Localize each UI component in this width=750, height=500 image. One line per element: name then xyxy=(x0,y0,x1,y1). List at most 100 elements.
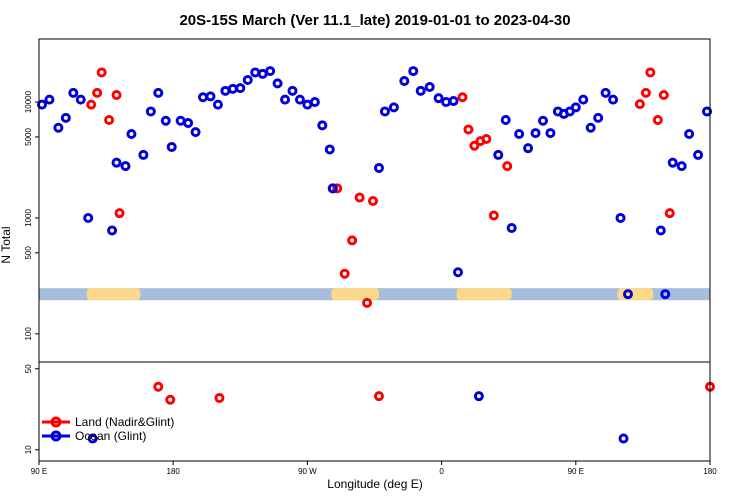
land-band-segment xyxy=(456,288,512,301)
ocean-point xyxy=(107,225,118,236)
ocean-point xyxy=(408,66,419,77)
land-point xyxy=(634,99,645,110)
x-tick-label: 90 W xyxy=(298,467,317,476)
ocean-point xyxy=(190,127,201,138)
ocean-point xyxy=(608,94,619,105)
ocean-point xyxy=(388,102,399,113)
land-point xyxy=(368,196,379,207)
x-axis: 90 E 180 90 W 0 90 E 180 xyxy=(31,461,717,476)
ocean-point xyxy=(111,157,122,168)
land-point xyxy=(645,67,656,78)
ocean-point xyxy=(60,112,71,123)
ocean-point xyxy=(183,117,194,128)
land-point xyxy=(457,92,468,103)
ocean-point xyxy=(309,97,320,108)
land-point xyxy=(104,115,115,126)
land-band-segment xyxy=(86,288,141,301)
land-point xyxy=(652,115,663,126)
ocean-point xyxy=(506,222,517,233)
ocean-point xyxy=(615,212,626,223)
ocean-point xyxy=(235,83,246,94)
ocean-point xyxy=(660,289,671,300)
ocean-point xyxy=(570,102,581,113)
data-points xyxy=(36,66,715,444)
ocean-point xyxy=(667,157,678,168)
ocean-point xyxy=(83,212,94,223)
x-tick-label: 90 E xyxy=(31,467,47,476)
land-point xyxy=(92,87,103,98)
land-point xyxy=(362,297,373,308)
ocean-point xyxy=(126,129,137,140)
ocean-point xyxy=(44,94,55,105)
y-tick-label: 10000 xyxy=(24,90,33,113)
land-point xyxy=(481,134,492,145)
ocean-point xyxy=(265,66,276,77)
x-tick-label: 0 xyxy=(439,467,444,476)
ocean-point xyxy=(120,161,131,172)
chart-title: 20S-15S March (Ver 11.1_late) 2019-01-01… xyxy=(179,12,570,29)
ocean-point xyxy=(75,94,86,105)
x-tick-label: 90 E xyxy=(568,467,584,476)
ocean-point xyxy=(280,94,291,105)
ocean-point xyxy=(453,267,464,278)
x-tick-label: 180 xyxy=(703,467,717,476)
land-point xyxy=(658,90,669,101)
legend: Land (Nadir&Glint) Ocean (Glint) xyxy=(42,415,174,443)
ocean-point xyxy=(212,99,223,110)
land-point xyxy=(469,140,480,151)
land-band-segment xyxy=(331,288,379,301)
ocean-point xyxy=(514,129,525,140)
y-tick-label: 100 xyxy=(24,327,33,341)
ocean-point xyxy=(530,128,541,139)
ocean-point xyxy=(68,87,79,98)
ocean-point xyxy=(399,75,410,86)
ocean-point xyxy=(493,149,504,160)
ocean-point xyxy=(317,120,328,131)
legend-land-label: Land (Nadir&Glint) xyxy=(75,415,174,429)
ocean-point xyxy=(205,91,216,102)
land-ocean-band xyxy=(39,288,710,301)
ocean-point xyxy=(153,87,164,98)
ocean-point xyxy=(433,93,444,104)
ocean-point xyxy=(160,115,171,126)
ocean-point xyxy=(166,141,177,152)
x-tick-label: 180 xyxy=(167,467,181,476)
land-point xyxy=(214,392,225,403)
ocean-point xyxy=(593,112,604,123)
ocean-point xyxy=(272,78,283,89)
y-tick-label: 5000 xyxy=(24,128,33,146)
land-point xyxy=(332,183,343,194)
legend-ocean-label: Ocean (Glint) xyxy=(75,429,146,443)
ocean-point xyxy=(373,162,384,173)
land-point xyxy=(86,99,97,110)
ocean-point xyxy=(693,149,704,160)
ocean-point xyxy=(600,87,611,98)
ocean-point xyxy=(473,391,484,402)
y-tick-label: 10 xyxy=(24,445,33,454)
ocean-point xyxy=(676,161,687,172)
land-point xyxy=(640,87,651,98)
ocean-point xyxy=(287,85,298,96)
ocean-point xyxy=(618,433,629,444)
ocean-point xyxy=(87,433,98,444)
ocean-point xyxy=(36,99,47,110)
land-point xyxy=(339,268,350,279)
land-point xyxy=(463,124,474,135)
x-axis-label: Longitude (deg E) xyxy=(327,477,422,491)
ocean-point xyxy=(655,225,666,236)
ocean-point xyxy=(448,96,459,107)
ocean-point xyxy=(294,94,305,105)
y-tick-label: 500 xyxy=(24,246,33,260)
ocean-point xyxy=(545,128,556,139)
ocean-point xyxy=(415,85,426,96)
ocean-point xyxy=(424,81,435,92)
land-point xyxy=(153,381,164,392)
legend-land-marker xyxy=(50,416,62,428)
land-band-segment xyxy=(617,288,654,301)
y-tick-label: 1000 xyxy=(24,209,33,227)
plot-frame xyxy=(38,38,711,462)
land-point xyxy=(664,208,675,219)
land-point xyxy=(114,208,125,219)
